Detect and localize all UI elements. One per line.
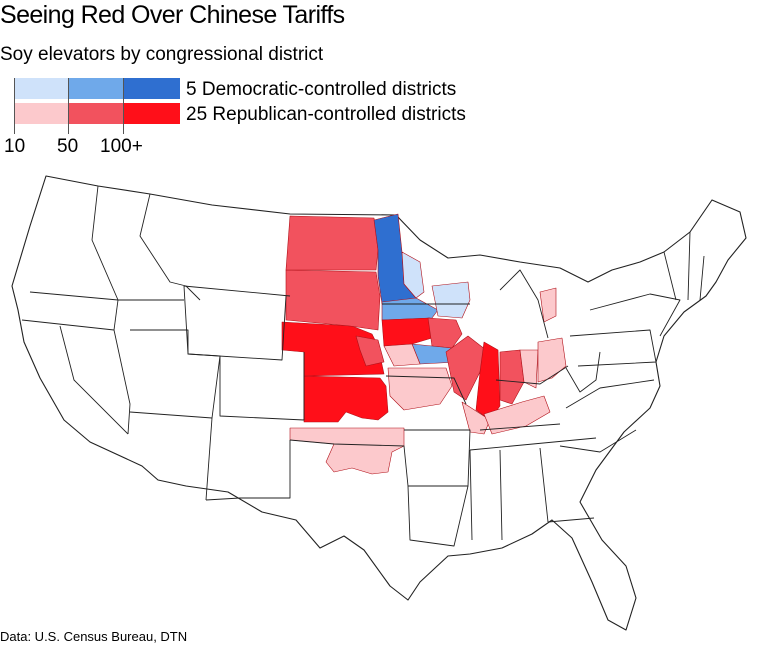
map-title: Seeing Red Over Chinese Tariffs (0, 1, 345, 29)
border-va (565, 379, 655, 409)
map-subtitle: Soy elevators by congressional district (0, 44, 324, 65)
border-ar (404, 429, 471, 487)
district-ne-east (355, 335, 385, 367)
border-nv (113, 329, 131, 435)
border-sc-nc (559, 429, 637, 453)
district-il-south (461, 401, 491, 435)
district-ne (281, 321, 385, 377)
district-ia-east (427, 317, 463, 349)
us-district-map (11, 175, 747, 631)
district-wi (431, 281, 471, 319)
legend: 5 Democratic-controlled districts 25 Rep… (0, 78, 540, 158)
district-in-light (519, 349, 539, 389)
district-mo (387, 367, 453, 411)
legend-swatch-dem-high (124, 78, 180, 99)
legend-label-democratic: 5 Democratic-controlled districts (186, 79, 457, 100)
legend-tick-label-100: 100+ (100, 136, 143, 157)
legend-swatch-dem-low (14, 78, 69, 99)
district-in (499, 349, 525, 405)
legend-swatch-dem-mid (69, 78, 124, 99)
district-ia-light (383, 343, 421, 367)
border-wv (565, 351, 601, 393)
district-sd (285, 269, 381, 331)
source-note: Data: U.S. Census Bureau, DTN (0, 629, 188, 644)
border-co (219, 352, 305, 421)
district-nd (285, 215, 379, 271)
legend-tick-100 (123, 78, 124, 134)
border-ms-al (469, 447, 549, 541)
border-az-nm (129, 411, 213, 501)
district-mn-mid (401, 251, 425, 299)
border-ny (589, 293, 681, 337)
border-new-england (663, 231, 705, 301)
legend-swatch-rep-mid (69, 103, 124, 124)
border-tx-ok (289, 439, 409, 487)
border-ky-oh (495, 365, 569, 385)
legend-tick-label-10: 10 (4, 136, 26, 157)
border-nm-tx (205, 440, 291, 501)
district-mn-south (381, 297, 439, 321)
border-or-id (113, 299, 119, 331)
legend-tick-10 (14, 78, 15, 134)
border-ga-fl (547, 517, 595, 523)
border-wa-id (91, 185, 119, 301)
legend-swatch-rep-high (124, 103, 180, 124)
border-mo-ks (385, 375, 467, 405)
district-mi (539, 287, 557, 323)
legend-tick-50 (68, 78, 69, 134)
border-id-mt (139, 193, 201, 301)
border-mt-wy (183, 285, 291, 297)
district-ks (303, 375, 389, 423)
border-mi-lake (499, 269, 549, 339)
district-ia-west (381, 317, 433, 347)
district-ky (483, 395, 551, 435)
border-ut (130, 329, 221, 419)
border-la (407, 485, 469, 547)
legend-tick-label-50: 50 (57, 136, 79, 157)
border-ca-nv (59, 325, 129, 435)
border-ky-tn (479, 423, 561, 431)
border-wy (183, 285, 287, 361)
border-tn (469, 437, 597, 451)
legend-label-republican: 25 Republican-controlled districts (186, 104, 466, 125)
border-or-ca (21, 319, 115, 331)
legend-swatch-rep-low (14, 103, 69, 124)
border-pa (569, 329, 657, 367)
